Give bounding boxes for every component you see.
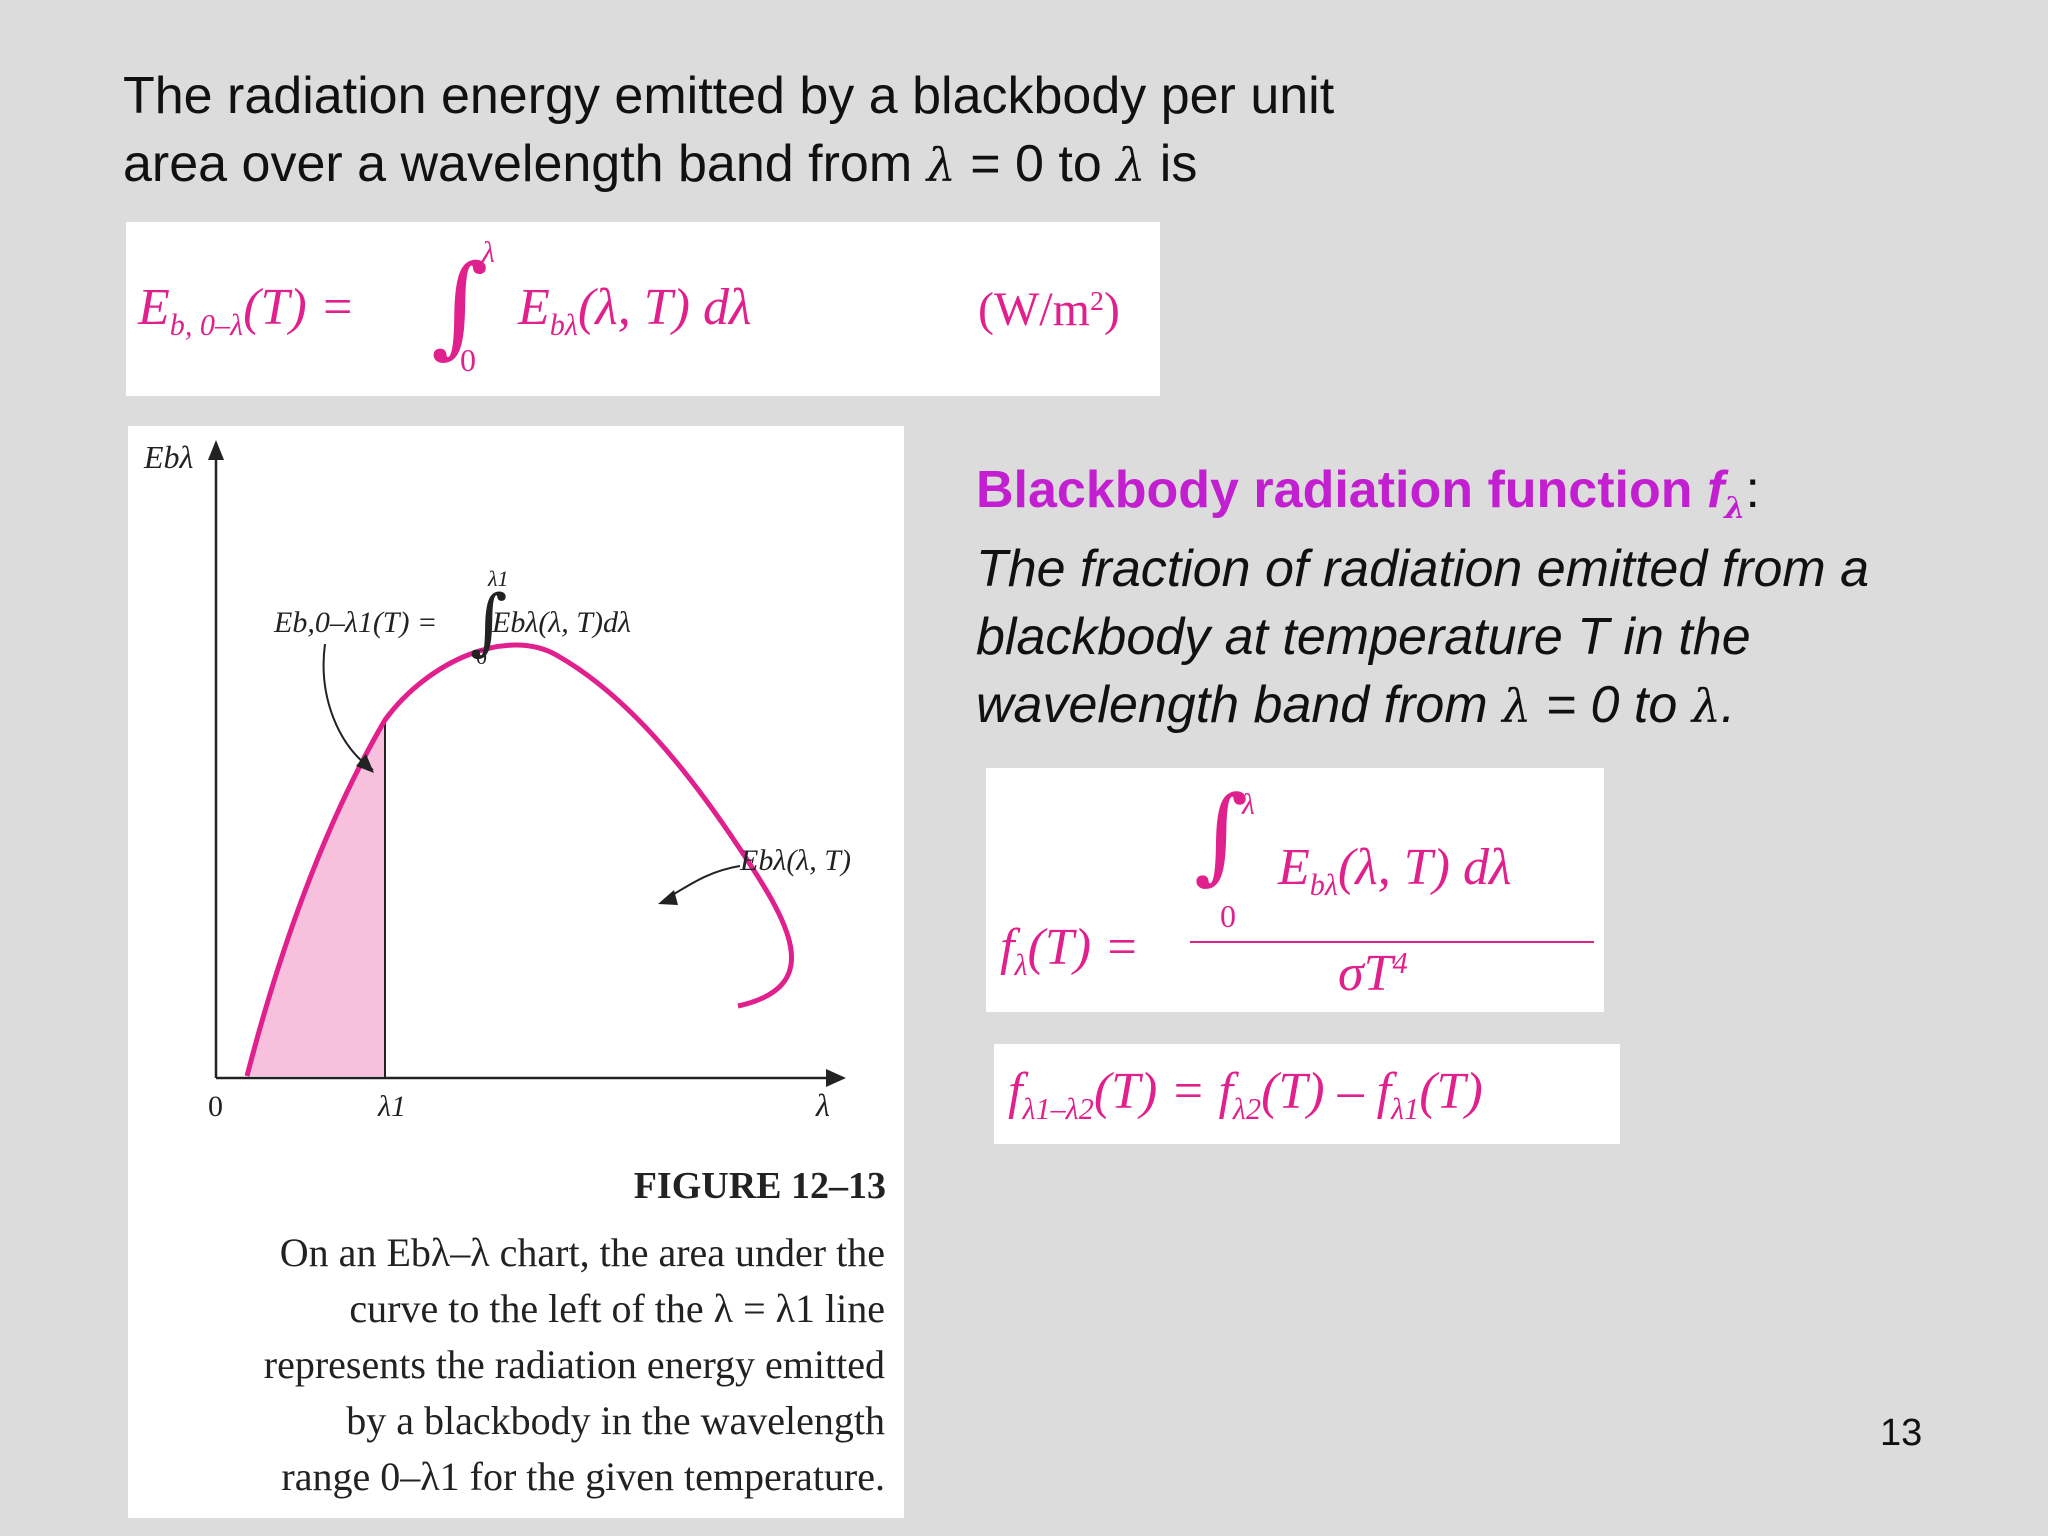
eq2-f: f xyxy=(1000,919,1015,976)
equation-2-box: fλ(T) = ∫ λ 0 Ebλ(λ, T) dλ σT4 xyxy=(986,768,1604,1012)
eq3-f2: f xyxy=(1218,1063,1233,1120)
intro-line-2-prefix: area over a wavelength band from xyxy=(123,135,927,193)
eq2-num-arg: (λ, T) dλ xyxy=(1337,839,1512,896)
eq1-lhs-arg: (T) = xyxy=(243,279,355,336)
caption-line-4: by a blackbody in the wavelength xyxy=(346,1398,885,1443)
bb-desc-line-3: wavelength band from λ = 0 to λ. xyxy=(976,671,1996,740)
intro-lambda-2: λ xyxy=(1116,138,1146,192)
bb-heading-colon: : xyxy=(1745,461,1760,519)
page-number: 13 xyxy=(1880,1412,1923,1454)
intro-eq-zero-to: = 0 to xyxy=(955,135,1117,193)
eq3-f1-arg: (T) = xyxy=(1093,1063,1219,1120)
eq3-f3: f xyxy=(1376,1063,1392,1120)
eq1-units: (W/m2) xyxy=(978,282,1120,337)
eq2-lhs-arg: (T) = xyxy=(1027,919,1140,976)
eq2-num-sub: bλ xyxy=(1309,867,1338,902)
eq1-upper-limit: λ xyxy=(482,236,495,269)
caption-line-2: curve to the left of the λ = λ1 line xyxy=(349,1286,885,1331)
eq3-f3-sub: λ1 xyxy=(1391,1091,1420,1126)
area-integrand: Ebλ(λ, T)dλ xyxy=(491,606,631,639)
eq3-f3-arg: (T) xyxy=(1419,1063,1483,1120)
eq2-numerator: Ebλ(λ, T) dλ xyxy=(1278,838,1512,902)
bb-function-description: The fraction of radiation emitted from a… xyxy=(976,535,1996,740)
eq3-f2-sub: λ2 xyxy=(1232,1091,1262,1126)
eq1-units-sup: 2 xyxy=(1089,285,1104,317)
eq2-lhs-sub: λ xyxy=(1014,947,1028,982)
y-axis-label: Ebλ xyxy=(143,439,194,475)
bb-desc-lambda-1: λ xyxy=(1502,679,1532,733)
equation-1-lhs: Eb, 0–λ(T) = xyxy=(138,278,355,342)
eq1-units-open: (W/m xyxy=(978,283,1090,336)
eq2-upper-limit: λ xyxy=(1242,788,1255,821)
area-upper-limit: λ1 xyxy=(487,566,509,591)
eq2-lower-limit: 0 xyxy=(1220,898,1236,934)
bb-function-heading: Blackbody radiation function fλ: xyxy=(976,460,1760,526)
equation-1-box: Eb, 0–λ(T) = ∫ λ 0 Ebλ(λ, T) dλ (W/m2) xyxy=(126,222,1160,396)
eq1-E: E xyxy=(138,279,170,336)
curve-label: Ebλ(λ, T) xyxy=(739,844,851,877)
eq1-integrand: Ebλ(λ, T) dλ xyxy=(518,278,752,342)
area-equation-lhs: Eb,0–λ1(T) = xyxy=(273,606,437,639)
caption-line-1: On an Ebλ–λ chart, the area under the xyxy=(279,1230,885,1275)
eq2-fraction-bar xyxy=(1190,941,1594,943)
intro-lambda-1: λ xyxy=(926,138,956,192)
blackbody-chart: Ebλ 0 λ1 λ Eb,0–λ1(T) = ∫ λ1 0 Ebλ(λ, T)… xyxy=(143,439,886,1206)
eq1-integrand-E: E xyxy=(518,279,550,336)
eq2-lhs: fλ(T) = xyxy=(1000,918,1140,982)
eq1-lower-limit: 0 xyxy=(460,342,476,378)
eq3-expression: fλ1–λ2(T) = fλ2(T) – fλ1(T) xyxy=(1008,1062,1483,1126)
bb-desc-line-3-prefix: wavelength band from xyxy=(976,676,1503,734)
intro-line-1: The radiation energy emitted by a blackb… xyxy=(123,67,1335,125)
eq2-integral-sign: ∫ xyxy=(1194,773,1249,895)
bb-desc-lambda-2: λ xyxy=(1691,679,1721,733)
x-axis-arrowhead xyxy=(826,1069,846,1087)
curve-leader-arrow xyxy=(663,865,741,901)
figure-caption: On an Ebλ–λ chart, the area under the cu… xyxy=(130,1225,885,1505)
intro-line-2-suffix: is xyxy=(1145,135,1198,193)
bb-heading-text: Blackbody radiation function xyxy=(976,461,1707,519)
eq2-denominator: σT4 xyxy=(1338,944,1408,1003)
figure-panel: Ebλ 0 λ1 λ Eb,0–λ1(T) = ∫ λ1 0 Ebλ(λ, T)… xyxy=(128,426,904,1518)
caption-line-5: range 0–λ1 for the given temperature. xyxy=(281,1454,885,1499)
bb-desc-line-1: The fraction of radiation emitted from a xyxy=(976,540,1870,598)
y-axis-arrowhead xyxy=(208,440,224,460)
eq1-units-close: ) xyxy=(1103,283,1120,336)
area-leader-arrowhead xyxy=(356,754,374,773)
area-lower-limit: 0 xyxy=(476,644,487,669)
bb-desc-end: . xyxy=(1720,676,1736,734)
x-axis-label: λ xyxy=(815,1087,830,1123)
eq1-integrand-sub: bλ xyxy=(549,307,578,342)
bb-heading-f: f xyxy=(1706,461,1725,519)
equation-3-box: fλ1–λ2(T) = fλ2(T) – fλ1(T) xyxy=(994,1044,1620,1144)
eq2-den-sup: 4 xyxy=(1392,946,1408,981)
bb-heading-sub: λ xyxy=(1724,490,1746,526)
eq2-den: σT xyxy=(1338,945,1393,1002)
bb-desc-eq: = 0 to xyxy=(1531,676,1692,734)
eq1-integral-sign: ∫ xyxy=(431,241,489,369)
eq3-f1-sub: λ1–λ2 xyxy=(1022,1091,1094,1126)
bb-desc-line-2: blackbody at temperature T in the xyxy=(976,608,1751,666)
figure-title: FIGURE 12–13 xyxy=(634,1165,886,1206)
eq2-num-E: E xyxy=(1278,839,1310,896)
eq3-f2-arg: (T) – xyxy=(1261,1063,1377,1120)
shaded-area xyxy=(247,720,385,1076)
intro-text: The radiation energy emitted by a blackb… xyxy=(123,62,1523,199)
caption-line-3: represents the radiation energy emitted xyxy=(263,1342,885,1387)
curve-leader-arrowhead xyxy=(658,890,678,905)
eq3-f1: f xyxy=(1008,1063,1023,1120)
eq1-lhs-sub: b, 0–λ xyxy=(169,307,244,342)
x-tick-lambda1: λ1 xyxy=(377,1090,406,1123)
area-integral-sign: ∫ xyxy=(470,579,508,663)
eq1-integrand-arg: (λ, T) dλ xyxy=(577,279,752,336)
x-origin-label: 0 xyxy=(208,1090,223,1123)
blackbody-curve xyxy=(244,642,794,1077)
